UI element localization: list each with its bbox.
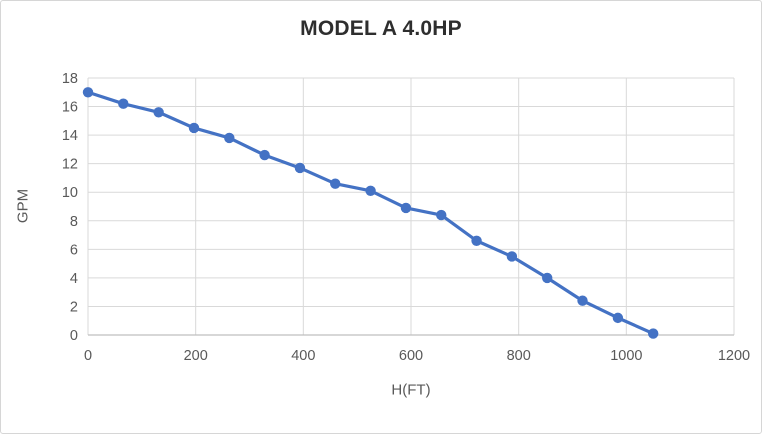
y-tick-label: 14 (62, 128, 78, 144)
data-point-marker (294, 162, 306, 174)
data-point-marker (224, 132, 235, 144)
y-tick-label: 4 (70, 271, 78, 287)
y-tick-label: 10 (62, 185, 78, 201)
y-tick-label: 0 (70, 328, 78, 344)
data-series (82, 87, 659, 339)
x-tick-label: 400 (291, 348, 315, 364)
data-point-marker (612, 312, 624, 324)
data-point-marker (436, 209, 447, 221)
gridlines (87, 77, 735, 336)
y-tick-label: 2 (70, 299, 78, 315)
data-point-marker (400, 202, 412, 214)
y-tick-label: 8 (70, 214, 78, 230)
x-tick-label: 600 (399, 348, 423, 364)
data-point-marker (330, 178, 341, 189)
data-point-marker (541, 272, 553, 284)
data-point-marker (577, 295, 588, 306)
tick-labels: 0 2 4 6 8 10 12 14 16 18 0 200 400 600 800 1000 1200 (62, 71, 750, 364)
y-tick-label: 6 (70, 242, 78, 258)
data-point-marker (82, 87, 94, 98)
x-axis-title: H(FT) (391, 381, 431, 399)
data-point-marker (188, 122, 200, 134)
y-tick-label: 18 (62, 71, 78, 87)
data-point-marker (506, 251, 518, 262)
data-point-marker (118, 98, 129, 109)
series-line (86, 90, 655, 336)
y-tick-label: 12 (62, 157, 78, 173)
x-tick-label: 200 (184, 348, 208, 364)
x-tick-label: 0 (84, 348, 92, 364)
data-point-marker (259, 149, 270, 161)
y-tick-label: 16 (62, 100, 78, 116)
x-tick-label: 1000 (610, 348, 642, 364)
chart-title: MODEL A 4.0HP (300, 17, 462, 40)
x-tick-label: 800 (507, 348, 531, 364)
data-point-marker (153, 107, 164, 118)
data-point-marker (647, 328, 659, 339)
x-tick-label: 1200 (718, 348, 750, 364)
data-point-marker (471, 235, 482, 246)
data-point-marker (365, 185, 376, 196)
